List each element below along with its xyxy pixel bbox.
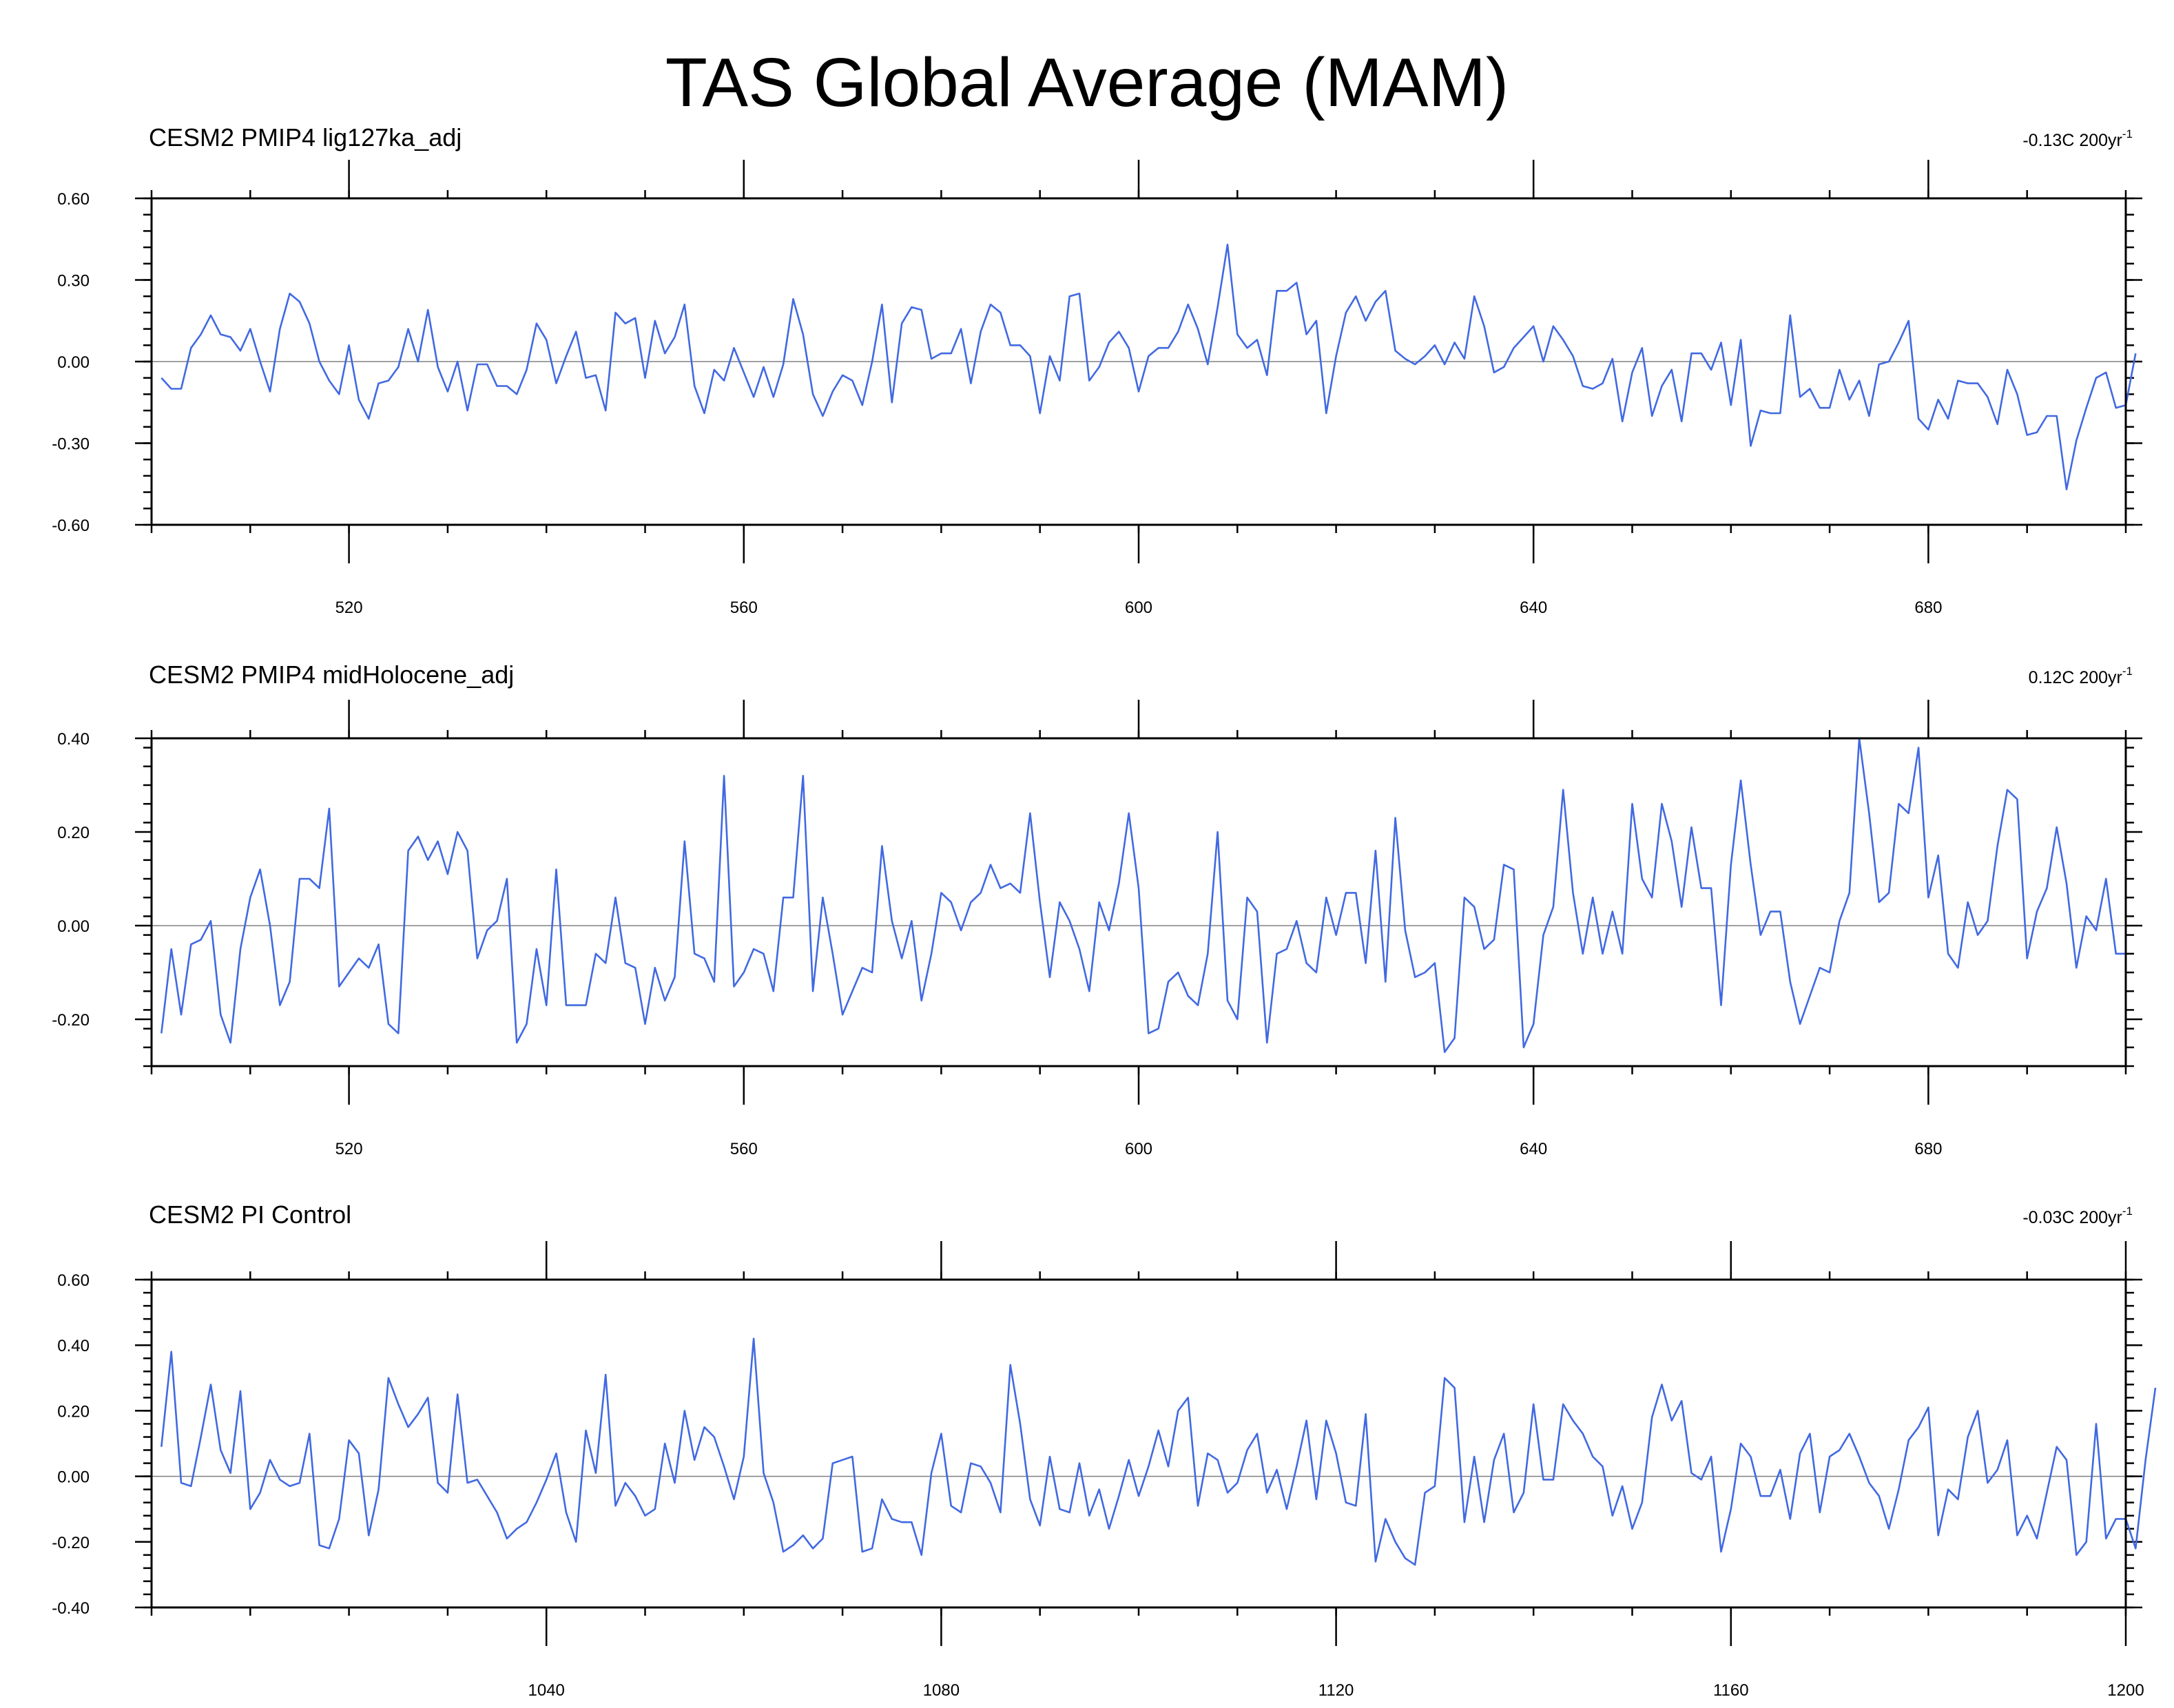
x-tick-label: 1080	[923, 1681, 960, 1700]
x-tick-label: 600	[1125, 598, 1152, 617]
y-tick-label: 0.00	[57, 1468, 90, 1487]
y-tick-label: -0.30	[52, 435, 90, 454]
data-series-line	[161, 737, 2126, 1053]
y-tick-label: 0.60	[57, 190, 90, 209]
panel-pi-control: CESM2 PI Control -0.03C 200yr-1 -0.40 -0.…	[52, 1200, 2157, 1700]
y-tick-label: -0.40	[52, 1599, 90, 1618]
y-tick-label: 0.00	[57, 353, 90, 372]
y-tick-label: -0.60	[52, 517, 90, 535]
trend-exponent: -1	[2122, 1205, 2133, 1218]
y-tick-label: 0.60	[57, 1271, 90, 1290]
y-tick-label: 0.40	[57, 1337, 90, 1355]
x-tick-label: 680	[1914, 598, 1942, 617]
trend-value: -0.13C 200yr	[2022, 131, 2122, 150]
trend-label: -0.03C 200yr-1	[2022, 1205, 2133, 1227]
x-tick-label: 600	[1125, 1140, 1152, 1158]
x-tick-label: 520	[335, 598, 363, 617]
x-tick-label: 640	[1520, 598, 1547, 617]
panel-title: CESM2 PMIP4 midHolocene_adj	[149, 660, 514, 689]
trend-value: -0.03C 200yr	[2022, 1208, 2122, 1227]
x-tick-label: 640	[1520, 1140, 1547, 1158]
x-tick-label: 1160	[1713, 1681, 1749, 1700]
y-tick-label: -0.20	[52, 1011, 90, 1030]
x-tick-label: 1040	[528, 1681, 565, 1700]
panel-title: CESM2 PMIP4 lig127ka_adj	[149, 123, 462, 152]
plot-frame	[150, 737, 2127, 1068]
y-tick-label: -0.20	[52, 1534, 90, 1552]
trend-exponent: -1	[2122, 665, 2133, 678]
plot-frame	[150, 197, 2127, 526]
x-tick-label: 1200	[2107, 1681, 2144, 1700]
x-tick-label: 560	[730, 598, 758, 617]
x-tick-label: 560	[730, 1140, 758, 1158]
x-tick-label: 1120	[1318, 1681, 1354, 1700]
data-series-line	[161, 243, 2137, 490]
x-tick-label: 520	[335, 1140, 363, 1158]
panel-midholocene: CESM2 PMIP4 midHolocene_adj 0.12C 200yr-…	[52, 660, 2142, 1158]
data-series-line	[161, 1337, 2157, 1566]
y-tick-label: 0.30	[57, 272, 90, 291]
trend-label: 0.12C 200yr-1	[2029, 665, 2133, 687]
plot-frame	[150, 1278, 2127, 1609]
trend-value: 0.12C 200yr	[2029, 668, 2122, 687]
trend-exponent: -1	[2122, 127, 2133, 140]
panel-lig127ka: CESM2 PMIP4 lig127ka_adj -0.13C 200yr-1 …	[52, 123, 2142, 617]
panel-title: CESM2 PI Control	[149, 1200, 351, 1229]
trend-label: -0.13C 200yr-1	[2022, 127, 2133, 150]
x-tick-label: 680	[1914, 1140, 1942, 1158]
y-tick-label: 0.20	[57, 1402, 90, 1421]
y-tick-label: 0.00	[57, 917, 90, 936]
y-tick-label: 0.20	[57, 824, 90, 842]
y-tick-label: 0.40	[57, 730, 90, 749]
